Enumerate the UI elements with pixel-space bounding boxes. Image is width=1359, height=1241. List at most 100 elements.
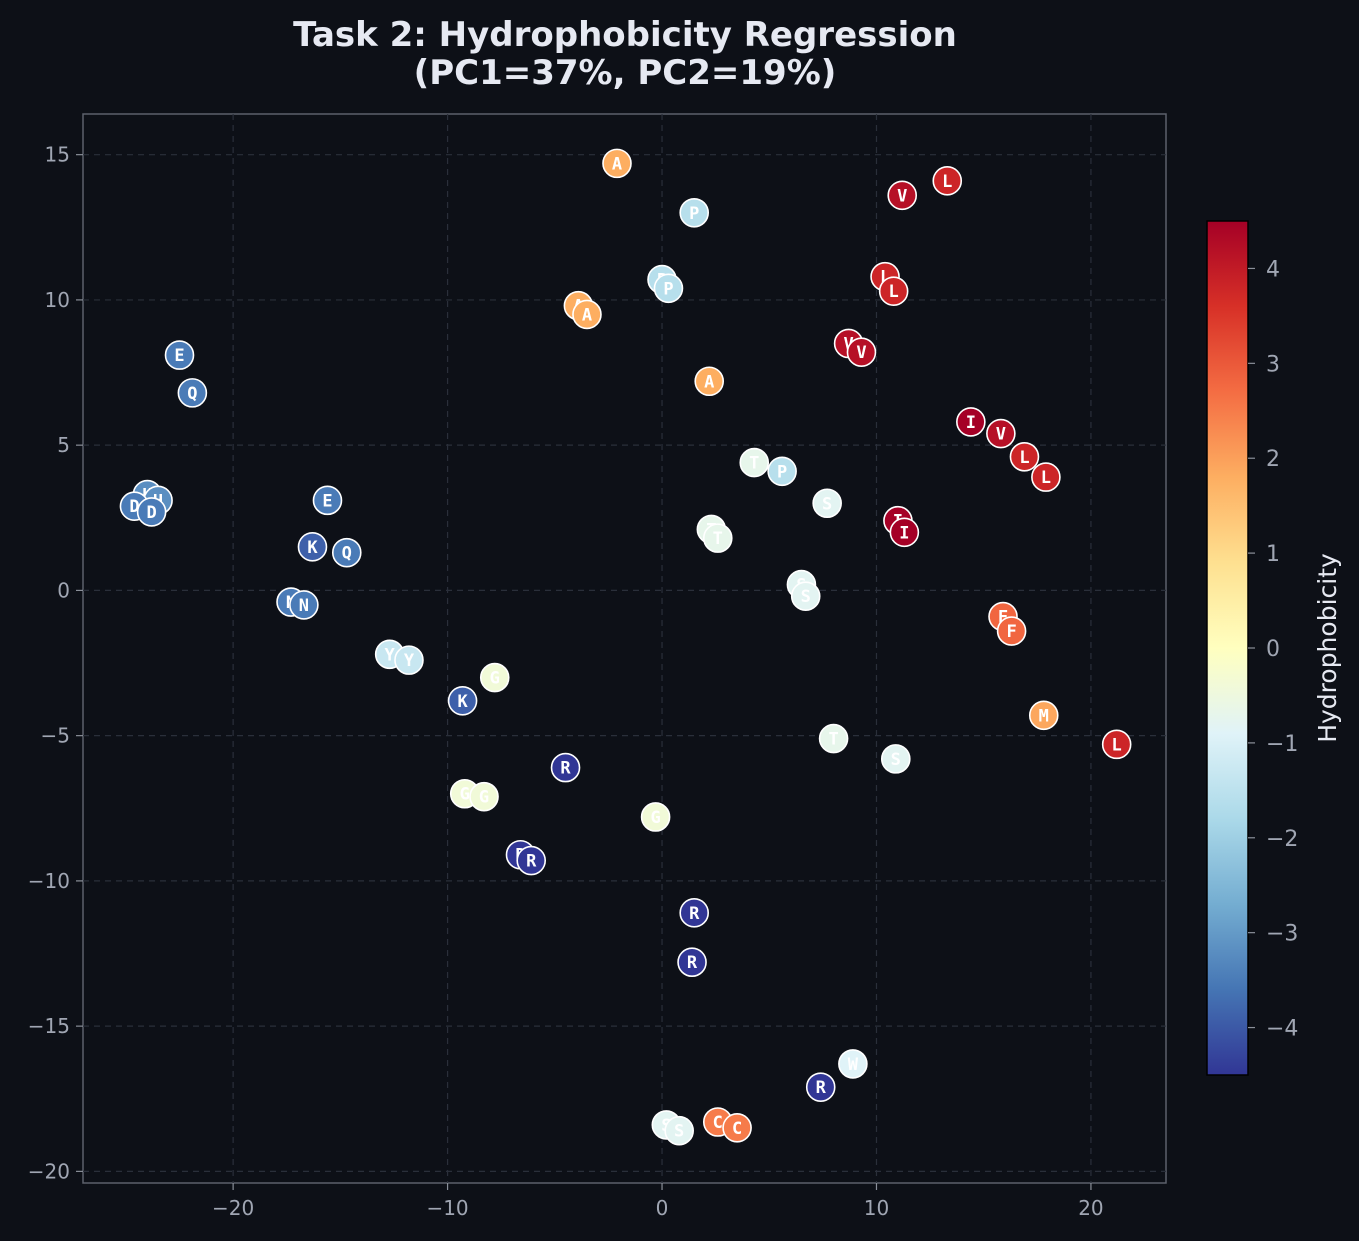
scatter-point: K (297, 532, 328, 562)
point-label: E (174, 346, 184, 366)
point-label: W (848, 1055, 859, 1075)
point-label: S (891, 750, 901, 770)
point-marker (653, 273, 684, 304)
colorbar-tick-label: 3 (1266, 352, 1280, 377)
colorbar-tick-label: −3 (1266, 922, 1298, 947)
point-marker (572, 299, 602, 330)
point-marker (297, 532, 328, 562)
x-tick-label: −20 (212, 1196, 254, 1220)
point-label: R (687, 953, 698, 973)
point-label: L (1019, 448, 1029, 468)
point-marker (812, 488, 842, 519)
point-label: G (460, 785, 470, 805)
point-marker (664, 1115, 694, 1146)
x-tick-label: 10 (864, 1196, 889, 1220)
point-marker (878, 276, 909, 306)
scatter-point: S (812, 488, 842, 519)
colorbar-tick-label: 2 (1266, 447, 1280, 472)
chart-title: Task 2: Hydrophobicity Regression (293, 15, 957, 55)
scatter-point: T (818, 723, 849, 754)
chart-subtitle: (PC1=37%, PC2=19%) (414, 53, 837, 93)
point-label: N (299, 596, 309, 616)
point-label: G (490, 669, 500, 689)
point-label: V (856, 343, 866, 363)
y-tick-label: 15 (45, 143, 70, 167)
point-label: S (674, 1122, 684, 1142)
scatter-point: P (653, 273, 684, 304)
point-marker (289, 590, 319, 620)
scatter-point: I (889, 517, 920, 548)
scatter-point: A (602, 148, 632, 179)
scatter-point: M (1028, 700, 1059, 731)
point-marker (469, 781, 499, 812)
scatter-point: N (289, 590, 319, 620)
scatter-point: C (722, 1113, 752, 1143)
point-label: R (689, 904, 700, 924)
point-label: F (998, 608, 1008, 628)
point-marker (164, 340, 195, 370)
scatter-point: S (790, 581, 821, 612)
point-marker (1009, 441, 1040, 472)
scatter-point: E (312, 485, 343, 516)
point-label: E (322, 491, 332, 511)
point-label: M (1039, 706, 1049, 726)
x-tick-label: 20 (1078, 1196, 1103, 1220)
scatter-point: S (664, 1115, 694, 1146)
scatter-point: L (878, 276, 909, 306)
point-label: I (966, 413, 976, 433)
point-label: G (479, 788, 489, 808)
y-tick-label: −10 (28, 869, 70, 893)
scatter-point: G (469, 781, 499, 812)
point-label: R (560, 759, 571, 779)
point-label: S (822, 494, 832, 514)
point-label: Q (187, 384, 197, 404)
point-label: D (147, 503, 157, 523)
x-tick-label: 0 (656, 1196, 669, 1220)
point-label: V (996, 425, 1006, 445)
point-marker (932, 166, 963, 196)
point-marker (331, 537, 362, 568)
point-label: L (1041, 468, 1051, 488)
y-tick-label: −5 (41, 724, 70, 748)
scatter-point: Q (177, 378, 208, 408)
colorbar-tick-label: −4 (1266, 1017, 1298, 1042)
point-label: C (713, 1113, 723, 1133)
colorbar-tick-label: −1 (1266, 732, 1298, 757)
scatter-point: L (1031, 462, 1061, 492)
point-label: G (650, 808, 660, 828)
scatter-point: R (805, 1072, 836, 1102)
point-marker (694, 366, 725, 397)
point-label: L (1112, 735, 1122, 755)
colorbar-tick-label: −2 (1266, 827, 1298, 852)
y-tick-label: −15 (28, 1014, 70, 1038)
point-label: I (899, 523, 909, 543)
point-marker (602, 148, 632, 179)
point-label: V (843, 334, 853, 354)
colorbar-label: Hydrophobicity (1313, 553, 1342, 743)
point-label: P (777, 462, 787, 482)
point-label: R (816, 1078, 827, 1098)
y-tick-label: 10 (45, 288, 70, 312)
point-marker (956, 407, 986, 437)
point-marker (177, 378, 208, 408)
point-marker (394, 645, 424, 675)
scatter-point: G (479, 662, 510, 693)
scatter-point: A (572, 299, 602, 330)
point-label: A (612, 154, 622, 174)
point-marker (640, 802, 671, 832)
scatter-point: T (739, 447, 770, 478)
point-label: K (457, 692, 468, 712)
point-label: K (307, 538, 318, 558)
point-marker (479, 662, 510, 693)
scatter-point: T (702, 523, 733, 553)
point-marker (805, 1072, 836, 1102)
point-marker (677, 947, 707, 978)
point-marker (1031, 462, 1061, 492)
point-label: Y (404, 651, 415, 671)
point-label: A (704, 372, 714, 392)
y-tick-label: 0 (57, 578, 70, 602)
point-marker (136, 497, 167, 527)
scatter-points: APVLPPAALLEQVVAIVLLTPSHHDDEIITTKQSSNNFFY… (119, 148, 1132, 1146)
point-label: P (689, 204, 699, 224)
